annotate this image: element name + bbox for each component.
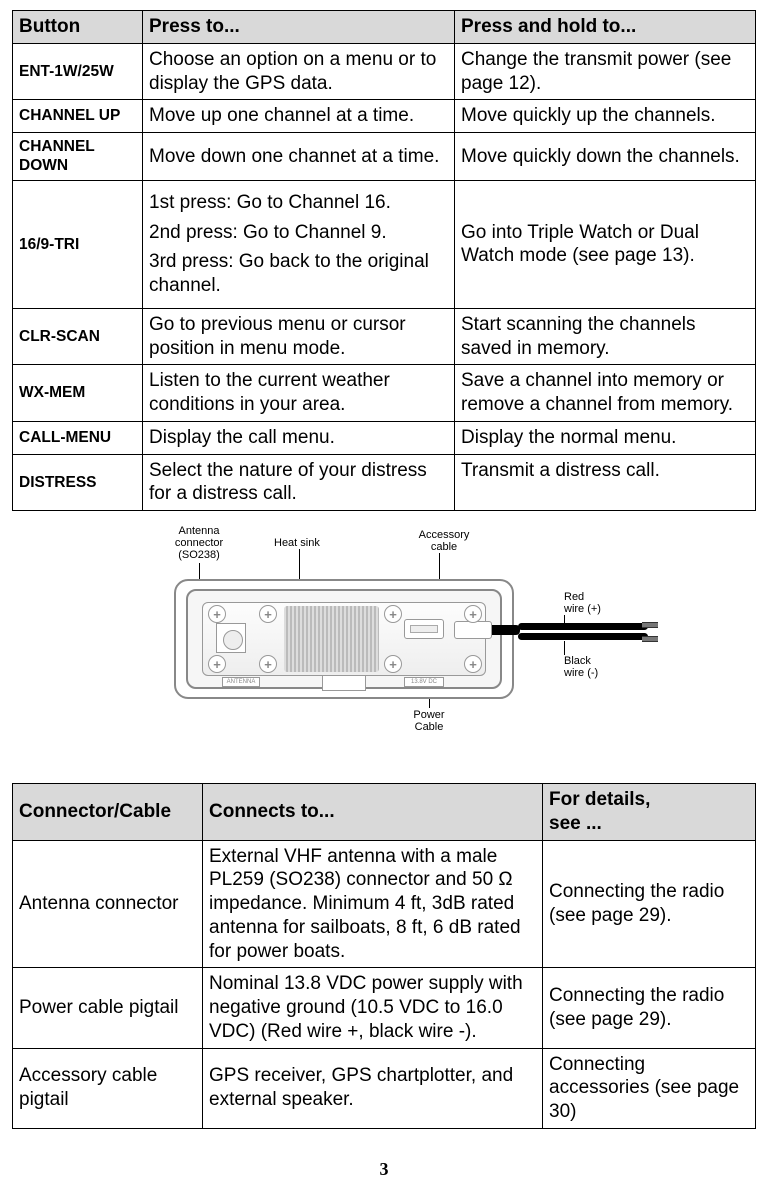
table-row: Antenna connector External VHF antenna w… <box>13 840 756 968</box>
table-row: CALL-MENU Display the call menu. Display… <box>13 421 756 454</box>
power-port-icon <box>454 621 492 639</box>
antenna-port-label: ANTENNA <box>222 677 260 687</box>
logo-box <box>322 675 366 691</box>
label-powercable: Power Cable <box>404 709 454 733</box>
table-row: CHANNEL UP Move up one channel at a time… <box>13 100 756 133</box>
label-accessory: Accessory cable <box>414 529 474 553</box>
screw-icon <box>259 655 277 673</box>
connector-table: Connector/Cable Connects to... For detai… <box>12 783 756 1129</box>
rear-panel-diagram: Antenna connector (SO238) Heat sink Acce… <box>12 523 756 733</box>
screw-icon <box>464 605 482 623</box>
screw-icon <box>259 605 277 623</box>
th-press: Press to... <box>143 11 455 44</box>
label-blackwire: Black wire (-) <box>564 655 614 679</box>
table-row: Accessory cable pigtail GPS receiver, GP… <box>13 1048 756 1128</box>
table-row: Power cable pigtail Nominal 13.8 VDC pow… <box>13 968 756 1048</box>
label-antenna: Antenna connector (SO238) <box>164 525 234 561</box>
th-button: Button <box>13 11 143 44</box>
table-row: CHANNEL DOWN Move down one channet at a … <box>13 133 756 181</box>
screw-icon <box>384 655 402 673</box>
dc-port-label: 13.8V DC <box>404 677 444 687</box>
screw-icon <box>384 605 402 623</box>
screw-icon <box>208 605 226 623</box>
antenna-connector-icon <box>216 623 246 653</box>
table-row: DISTRESS Select the nature of your distr… <box>13 454 756 511</box>
table-row: ENT-1W/25W Choose an option on a menu or… <box>13 43 756 100</box>
label-redwire: Red wire (+) <box>564 591 614 615</box>
label-heatsink: Heat sink <box>274 537 320 549</box>
th-connector: Connector/Cable <box>13 784 203 841</box>
screw-icon <box>208 655 226 673</box>
cable-stub <box>492 625 520 635</box>
page-number: 3 <box>12 1159 756 1180</box>
button-functions-table: Button Press to... Press and hold to... … <box>12 10 756 511</box>
black-wire <box>518 633 648 640</box>
heatsink-icon <box>284 606 379 672</box>
red-wire <box>518 623 648 630</box>
screw-icon <box>464 655 482 673</box>
accessory-port-icon <box>404 619 444 639</box>
th-hold: Press and hold to... <box>455 11 756 44</box>
th-connects-to: Connects to... <box>203 784 543 841</box>
table-row: CLR-SCAN Go to previous menu or cursor p… <box>13 308 756 365</box>
th-details: For details, see ... <box>543 784 756 841</box>
table-row: WX-MEM Listen to the current weather con… <box>13 365 756 422</box>
table-row: 16/9-TRI 1st press: Go to Channel 16. 2n… <box>13 180 756 308</box>
